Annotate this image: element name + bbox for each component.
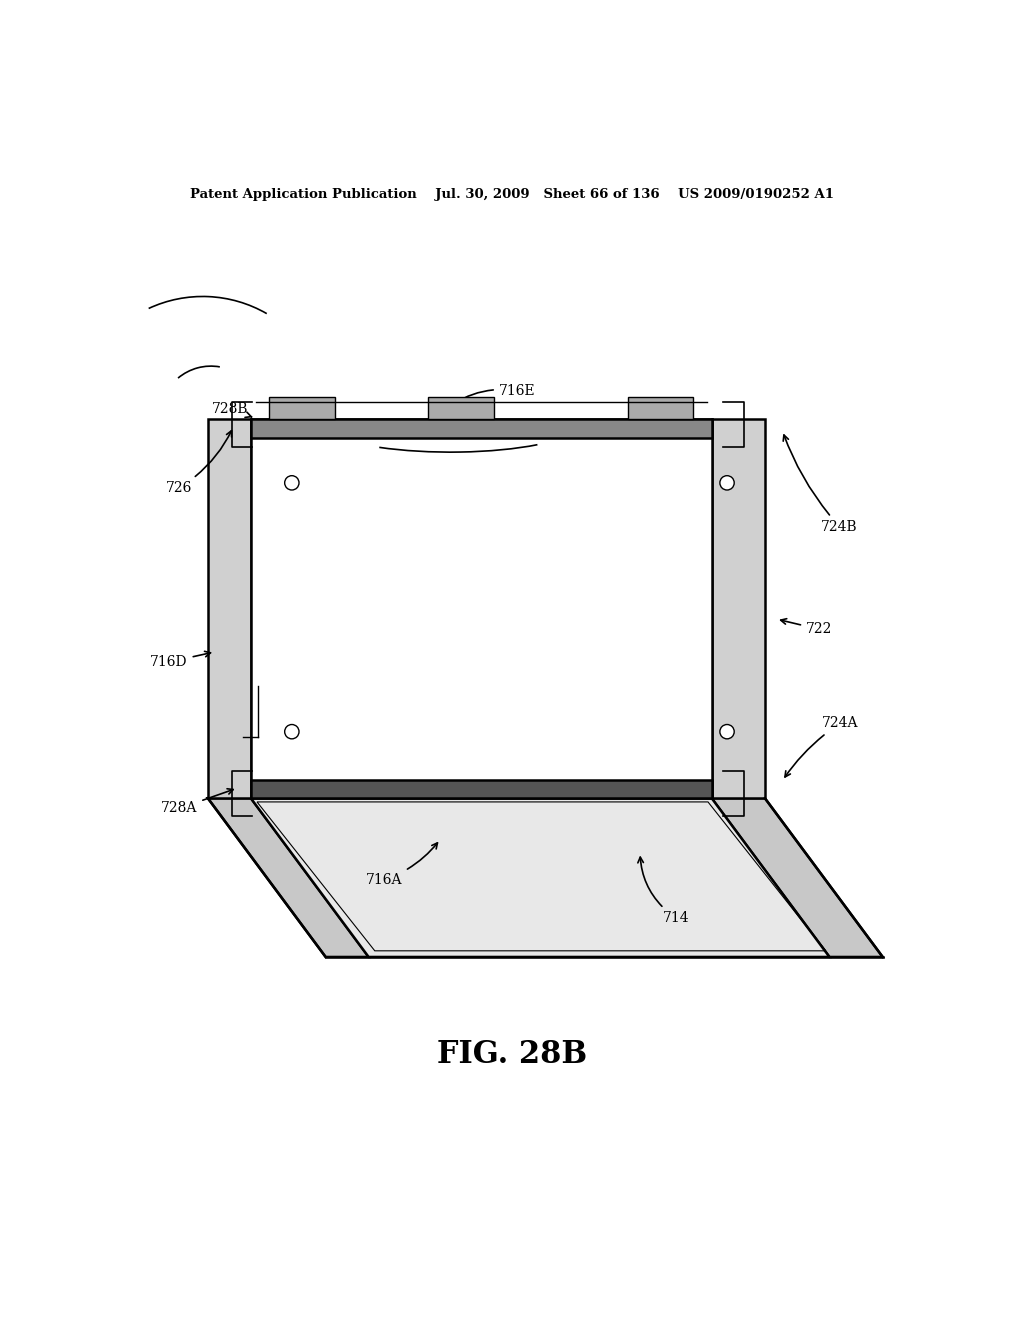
Text: 724A: 724A — [785, 717, 858, 777]
Text: 726: 726 — [166, 430, 231, 495]
Circle shape — [720, 725, 734, 739]
Circle shape — [720, 475, 734, 490]
Polygon shape — [208, 799, 369, 957]
Text: 716D: 716D — [151, 651, 211, 669]
Polygon shape — [251, 420, 712, 799]
Circle shape — [285, 725, 299, 739]
Text: FIG. 28B: FIG. 28B — [437, 1039, 587, 1069]
Polygon shape — [251, 420, 369, 957]
Polygon shape — [208, 420, 251, 799]
Text: 722: 722 — [780, 619, 833, 636]
Text: Patent Application Publication    Jul. 30, 2009   Sheet 66 of 136    US 2009/019: Patent Application Publication Jul. 30, … — [190, 187, 834, 201]
Text: 728B: 728B — [212, 403, 252, 417]
Polygon shape — [428, 397, 494, 420]
Polygon shape — [269, 397, 335, 420]
Text: 716E: 716E — [455, 384, 536, 404]
Text: 716A: 716A — [366, 843, 437, 887]
Polygon shape — [251, 420, 712, 438]
Polygon shape — [251, 799, 829, 957]
Text: 724B: 724B — [783, 436, 858, 533]
Text: 728A: 728A — [161, 789, 233, 816]
Polygon shape — [712, 799, 883, 957]
Text: 714: 714 — [638, 857, 689, 925]
Polygon shape — [251, 780, 712, 799]
Circle shape — [285, 475, 299, 490]
Polygon shape — [712, 420, 765, 799]
Polygon shape — [628, 397, 693, 420]
